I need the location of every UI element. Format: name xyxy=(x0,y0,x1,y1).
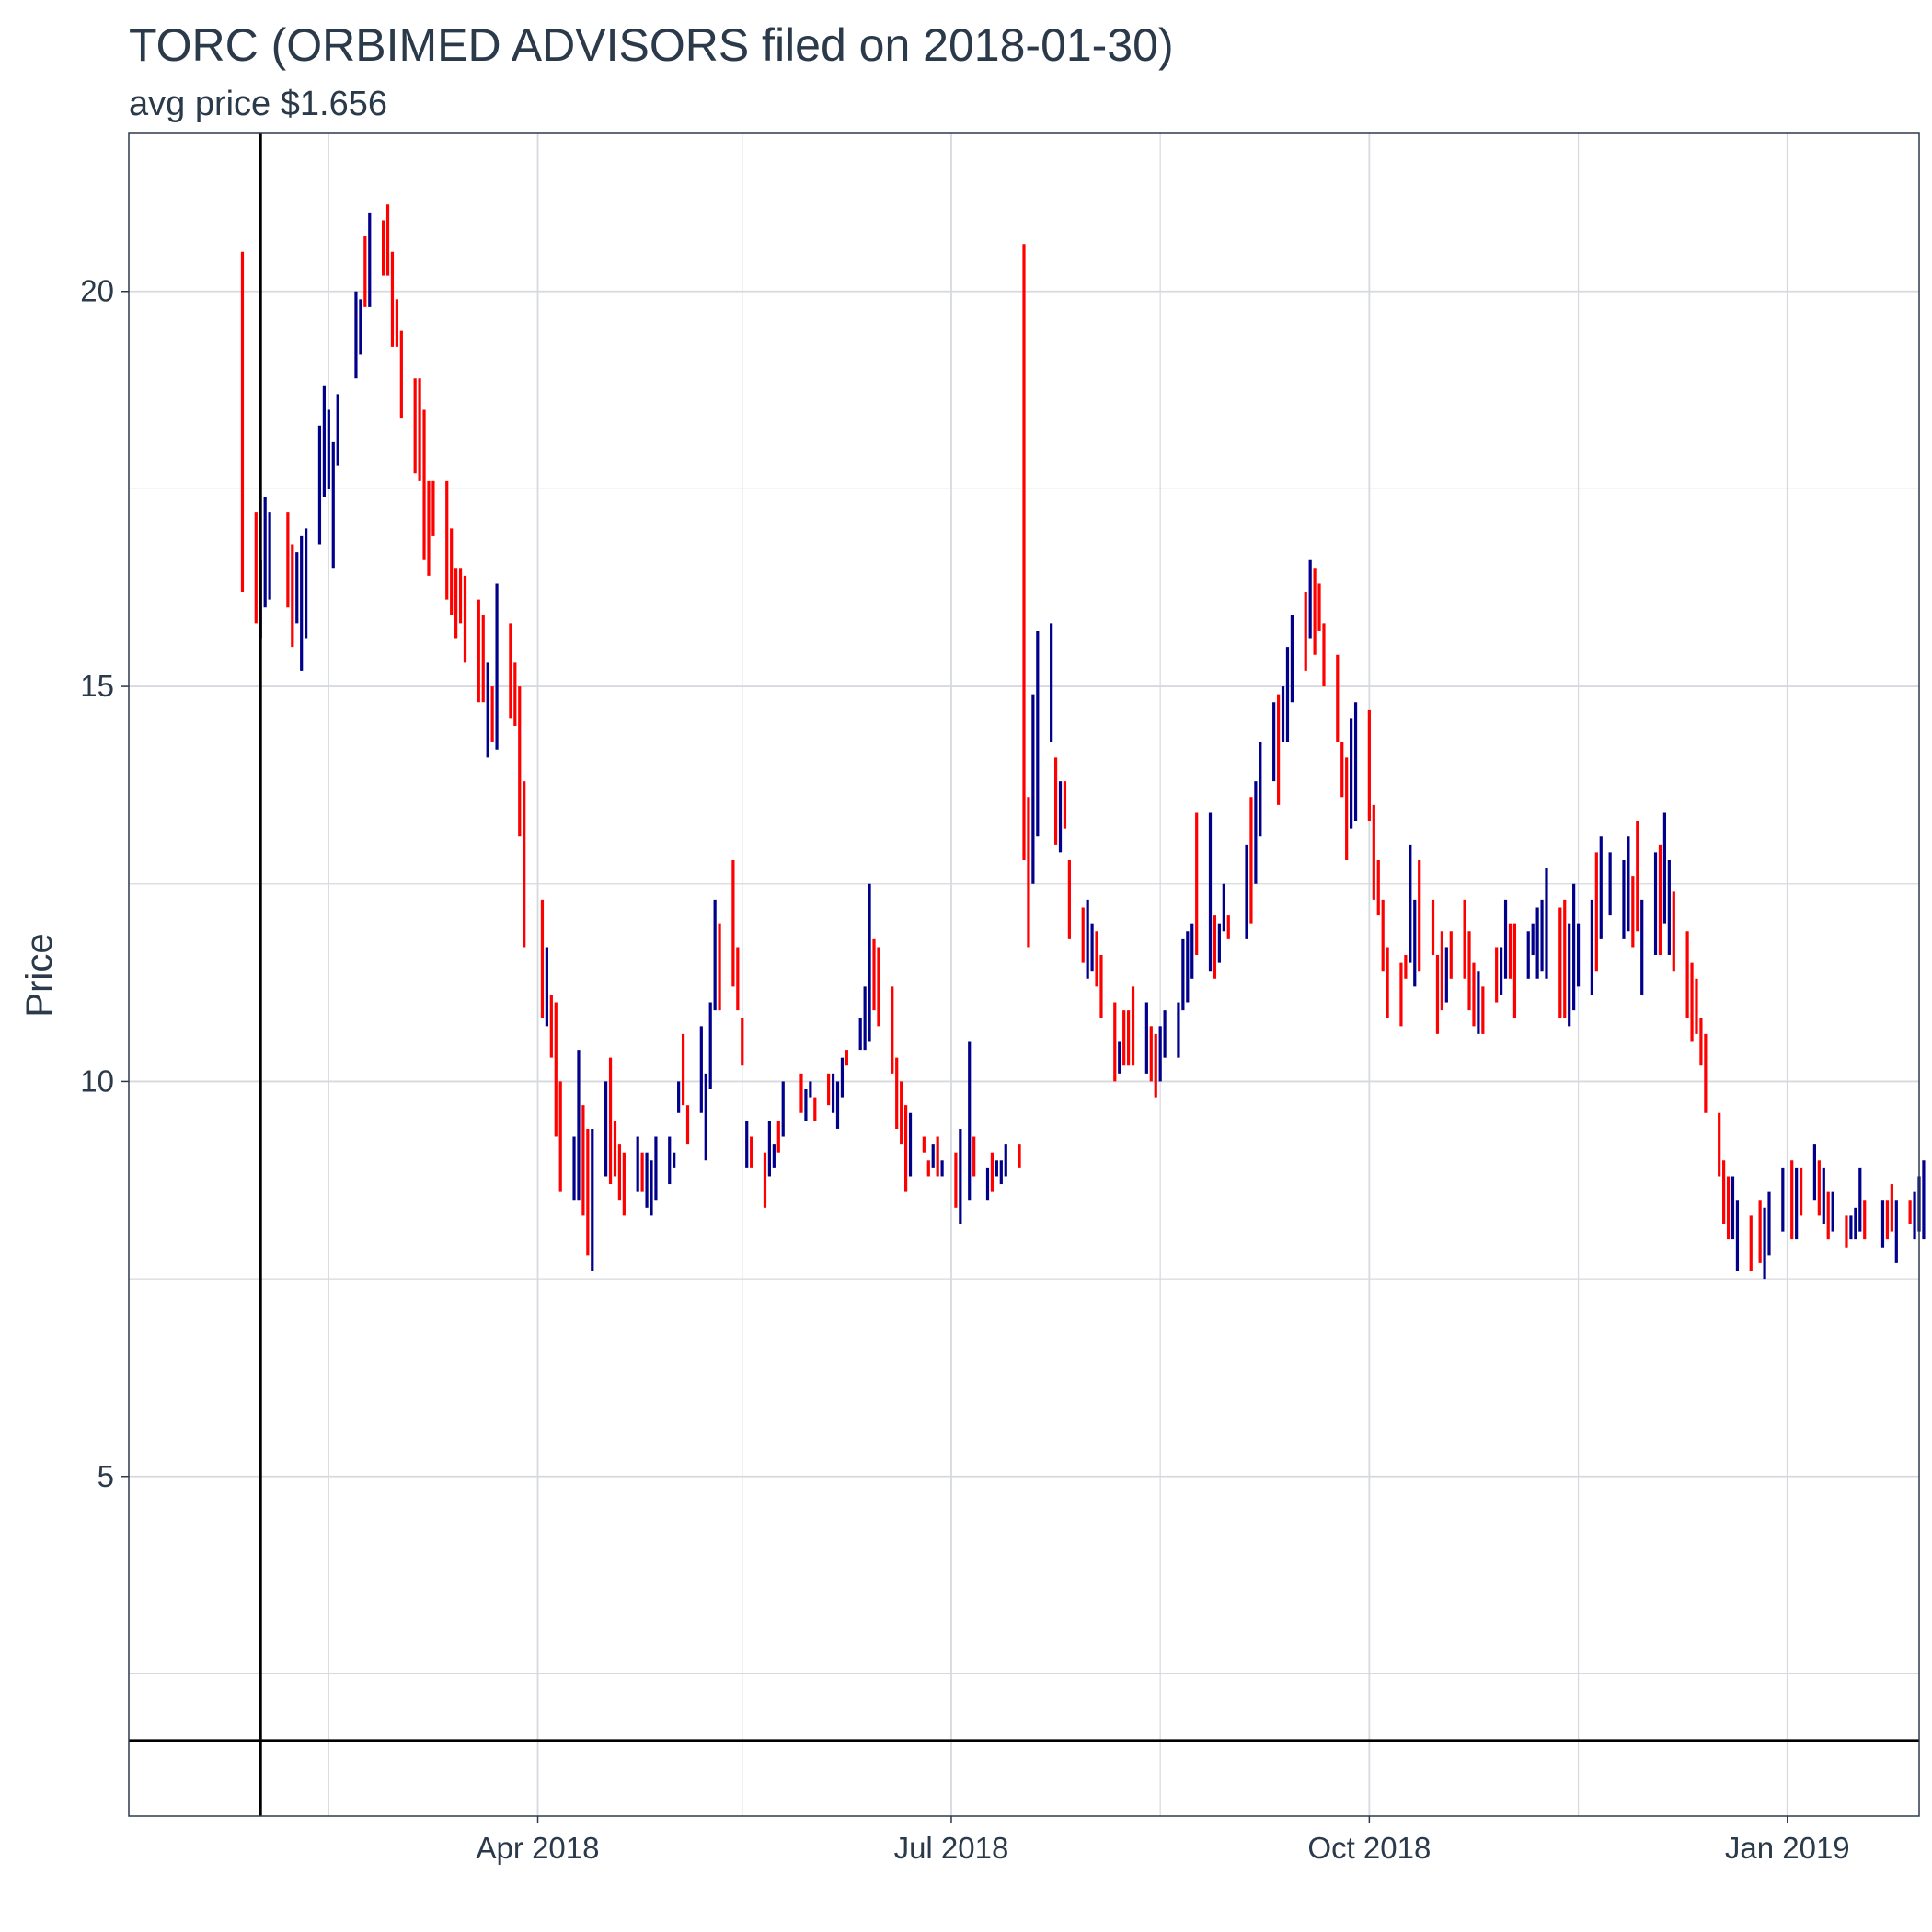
y-axis-title: Price xyxy=(19,933,60,1017)
y-tick-label: 15 xyxy=(80,669,114,703)
reference-lines xyxy=(129,133,1919,1816)
x-axis: Apr 2018 Jul 2018 Oct 2018 Jan 2019 xyxy=(477,1816,1850,1865)
x-tick-label: Jan 2019 xyxy=(1725,1831,1850,1865)
y-tick-label: 5 xyxy=(98,1459,114,1493)
x-tick-label: Apr 2018 xyxy=(477,1831,600,1865)
x-tick-label: Oct 2018 xyxy=(1307,1831,1431,1865)
chart-title: TORC (ORBIMED ADVISORS filed on 2018-01-… xyxy=(129,19,1174,71)
y-tick-label: 20 xyxy=(80,274,114,308)
chart-subtitle: avg price $1.656 xyxy=(129,85,387,123)
x-tick-label: Jul 2018 xyxy=(894,1831,1009,1865)
major-gridlines xyxy=(129,133,1919,1816)
y-axis: 5 10 15 20 xyxy=(80,274,129,1493)
ohlc-bars xyxy=(240,204,1926,1280)
plot-border xyxy=(128,132,1920,1817)
y-tick-label: 10 xyxy=(80,1064,114,1098)
